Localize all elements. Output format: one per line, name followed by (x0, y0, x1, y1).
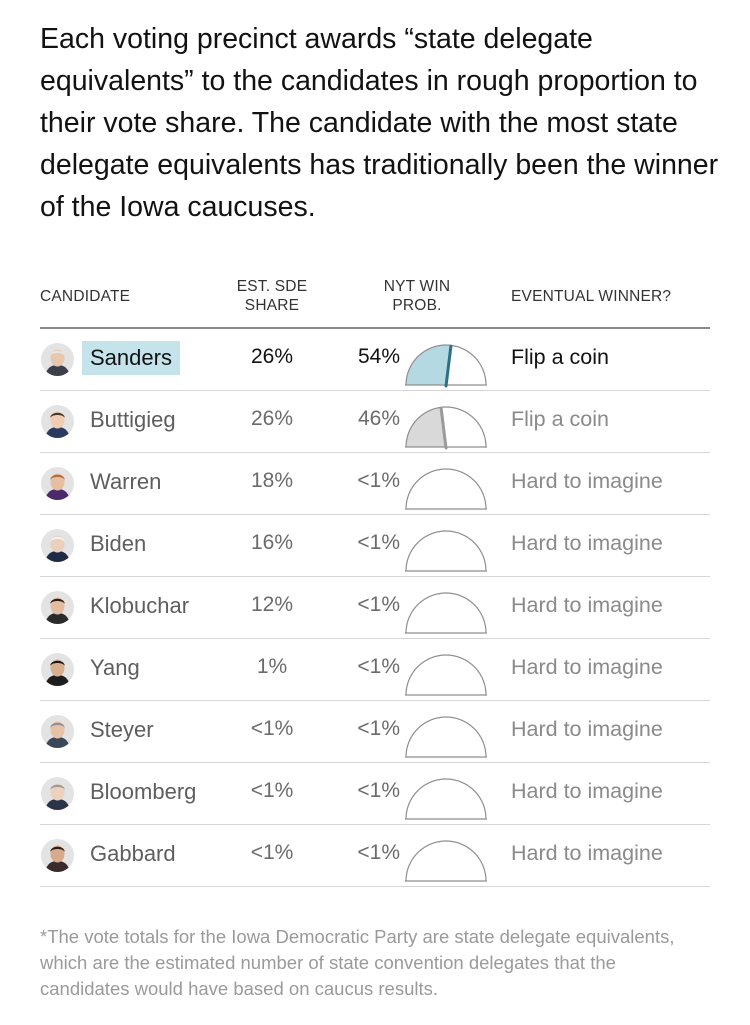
win-prob-value: <1% (357, 655, 400, 678)
table-row: Sanders 26% 54% Flip a coin (40, 329, 710, 391)
sde-share-value: 26% (250, 345, 294, 368)
gauge-arc (405, 654, 487, 696)
steyer-avatar (41, 715, 74, 748)
candidate-name: Buttigieg (90, 407, 176, 432)
eventual-winner-value: Hard to imagine (511, 655, 663, 679)
table-row: Gabbard <1% <1% Hard to imagine (40, 825, 710, 887)
gauge-arc (405, 530, 487, 572)
candidate-name: Gabbard (90, 841, 176, 866)
win-prob-gauge (405, 716, 487, 758)
win-prob-gauge (405, 406, 487, 450)
gauge-fill (406, 345, 452, 385)
eventual-winner-value: Hard to imagine (511, 469, 663, 493)
eventual-winner-value: Hard to imagine (511, 841, 663, 865)
gauge-arc (405, 406, 487, 448)
win-prob-value: <1% (357, 531, 400, 554)
biden-avatar (41, 529, 74, 562)
sde-share-value: <1% (250, 779, 294, 802)
win-prob-value: 54% (357, 345, 400, 368)
win-prob-gauge (405, 592, 487, 634)
sde-share-value: 1% (256, 655, 288, 678)
sde-share-value: 18% (250, 469, 294, 492)
win-prob-value: <1% (357, 593, 400, 616)
gauge-arc (405, 840, 487, 882)
gauge-needle (439, 406, 448, 450)
header-prob-line2: PROB. (392, 297, 442, 314)
yang-avatar (41, 653, 74, 686)
gauge-needle (444, 344, 453, 388)
header-candidate: CANDIDATE (40, 288, 131, 305)
footnote: *The vote totals for the Iowa Democratic… (40, 926, 675, 999)
gauge-arc (405, 344, 487, 386)
win-prob-gauge (405, 344, 487, 388)
table-row: Buttigieg 26% 46% Flip a coin (40, 391, 710, 453)
eventual-winner-value: Flip a coin (511, 345, 609, 369)
win-prob-value: <1% (357, 469, 400, 492)
win-prob-value: <1% (357, 717, 400, 740)
gauge-arc (405, 468, 487, 510)
win-prob-gauge (405, 778, 487, 820)
table-row: Yang 1% <1% Hard to imagine (40, 639, 710, 701)
win-prob-value: <1% (357, 779, 400, 802)
candidate-name: Sanders (82, 341, 180, 375)
table-row: Steyer <1% <1% Hard to imagine (40, 701, 710, 763)
win-prob-value: 46% (357, 407, 400, 430)
table-body: Sanders 26% 54% Flip a coin Buttigieg 26% 46% F… (40, 329, 710, 887)
candidate-name: Bloomberg (90, 779, 197, 804)
candidate-name: Warren (90, 469, 162, 494)
eventual-winner-value: Hard to imagine (511, 779, 663, 803)
win-prob-value: <1% (357, 841, 400, 864)
gauge-arc (405, 592, 487, 634)
table-row: Bloomberg <1% <1% Hard to imagine (40, 763, 710, 825)
win-prob-gauge (405, 530, 487, 572)
candidate-name: Steyer (90, 717, 154, 742)
header-sde-line2: SHARE (244, 297, 300, 314)
table-row: Warren 18% <1% Hard to imagine (40, 453, 710, 515)
results-table: CANDIDATE EST. SDE SHARE NYT WIN PROB. E… (40, 275, 710, 887)
sanders-avatar (41, 343, 74, 376)
klobuchar-avatar (41, 591, 74, 624)
warren-avatar (41, 467, 74, 500)
candidate-name: Yang (90, 655, 140, 680)
sde-share-value: 16% (250, 531, 294, 554)
eventual-winner-value: Hard to imagine (511, 593, 663, 617)
win-prob-gauge (405, 840, 487, 882)
gauge-fill (406, 407, 446, 447)
table-row: Biden 16% <1% Hard to imagine (40, 515, 710, 577)
header-sde-line1: EST. SDE (236, 278, 308, 295)
table-row: Klobuchar 12% <1% Hard to imagine (40, 577, 710, 639)
candidate-name: Biden (90, 531, 147, 556)
buttigieg-avatar (41, 405, 74, 438)
bloomberg-avatar (41, 777, 74, 810)
win-prob-gauge (405, 468, 487, 510)
header-eventual-winner: EVENTUAL WINNER? (511, 288, 672, 305)
gauge-arc (405, 778, 487, 820)
header-win-prob: NYT WIN PROB. (362, 277, 472, 315)
intro-text: Each voting precinct awards “state deleg… (40, 23, 719, 223)
sde-share-value: 12% (250, 593, 294, 616)
candidate-name: Klobuchar (90, 593, 190, 618)
gauge-arc (405, 716, 487, 758)
sde-share-value: <1% (250, 717, 294, 740)
sde-share-value: 26% (250, 407, 294, 430)
header-sde-share: EST. SDE SHARE (222, 277, 322, 315)
eventual-winner-value: Hard to imagine (511, 531, 663, 555)
gabbard-avatar (41, 839, 74, 872)
win-prob-gauge (405, 654, 487, 696)
table-header: CANDIDATE EST. SDE SHARE NYT WIN PROB. E… (40, 275, 710, 329)
eventual-winner-value: Hard to imagine (511, 717, 663, 741)
sde-share-value: <1% (250, 841, 294, 864)
eventual-winner-value: Flip a coin (511, 407, 609, 431)
header-prob-line1: NYT WIN (383, 278, 451, 295)
